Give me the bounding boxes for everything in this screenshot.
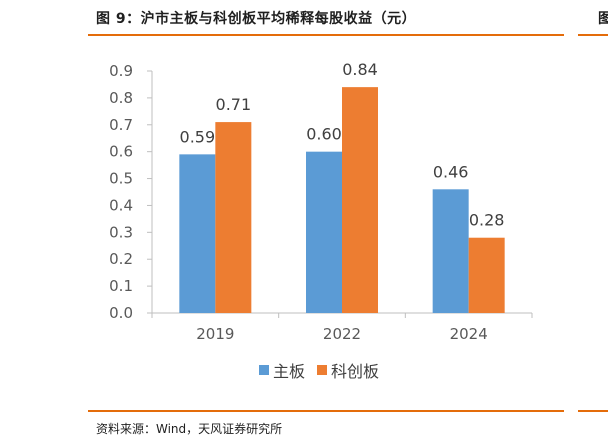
legend-label-main-board: 主板 bbox=[272, 362, 305, 381]
y-tick-label: 0.7 bbox=[109, 116, 133, 134]
y-tick-label: 0.8 bbox=[109, 89, 133, 107]
legend-swatch-star-market bbox=[317, 365, 327, 375]
legend: 主板 科创板 bbox=[0, 358, 608, 382]
data-label-star-market-2019: 0.71 bbox=[216, 95, 252, 114]
y-tick-label: 0.9 bbox=[109, 62, 133, 80]
y-tick-label: 0.6 bbox=[109, 143, 133, 161]
adjacent-source-rule bbox=[578, 410, 608, 412]
data-label-star-market-2024: 0.28 bbox=[469, 211, 505, 230]
bar-main-board-2022 bbox=[306, 151, 342, 313]
legend-item-main-board: 主板 bbox=[258, 358, 305, 382]
legend-label-star-market: 科创板 bbox=[331, 362, 380, 381]
bar-main-board-2024 bbox=[432, 189, 469, 313]
legend-item-star-market: 科创板 bbox=[317, 358, 379, 382]
y-tick-label: 0.5 bbox=[109, 170, 133, 188]
adjacent-title-rule bbox=[578, 34, 608, 36]
data-label-star-market-2022: 0.84 bbox=[342, 60, 378, 79]
data-label-main-board-2024: 0.46 bbox=[433, 162, 469, 181]
x-tick-label: 2019 bbox=[196, 325, 234, 343]
data-label-main-board-2019: 0.59 bbox=[180, 127, 216, 146]
bar-star-market-2022 bbox=[342, 87, 378, 313]
source-rule bbox=[88, 410, 564, 412]
source-note: 资料来源：Wind，天风证券研究所 bbox=[96, 422, 283, 436]
legend-swatch-main-board bbox=[258, 365, 269, 375]
bar-star-market-2024 bbox=[468, 237, 505, 313]
y-tick-label: 0.1 bbox=[109, 277, 133, 295]
bar-main-board-2019 bbox=[179, 154, 216, 313]
adjacent-figure-title-fragment: 图 bbox=[598, 11, 608, 27]
x-tick-label: 2024 bbox=[450, 325, 488, 343]
figure-title: 图 9：沪市主板与科创板平均稀释每股收益（元） bbox=[96, 11, 417, 27]
x-axis: 2019 2022 2024 bbox=[151, 312, 533, 343]
x-tick-label: 2022 bbox=[323, 325, 361, 343]
data-labels: 0.590.71 0.60 0.84 0.46 0.28 bbox=[180, 60, 505, 230]
y-tick-label: 0.2 bbox=[109, 250, 133, 268]
y-tick-label: 0.4 bbox=[109, 196, 133, 214]
y-axis: 0.0 0.1 0.2 0.3 0.4 0.5 0.6 0.7 0.8 0.9 bbox=[109, 62, 153, 322]
y-tick-label: 0.3 bbox=[109, 223, 133, 241]
title-rule bbox=[88, 34, 564, 36]
bars bbox=[179, 87, 505, 313]
data-label-main-board-2022: 0.60 bbox=[306, 125, 342, 144]
bar-star-market-2019 bbox=[215, 122, 252, 313]
y-tick-label: 0.0 bbox=[109, 304, 133, 322]
